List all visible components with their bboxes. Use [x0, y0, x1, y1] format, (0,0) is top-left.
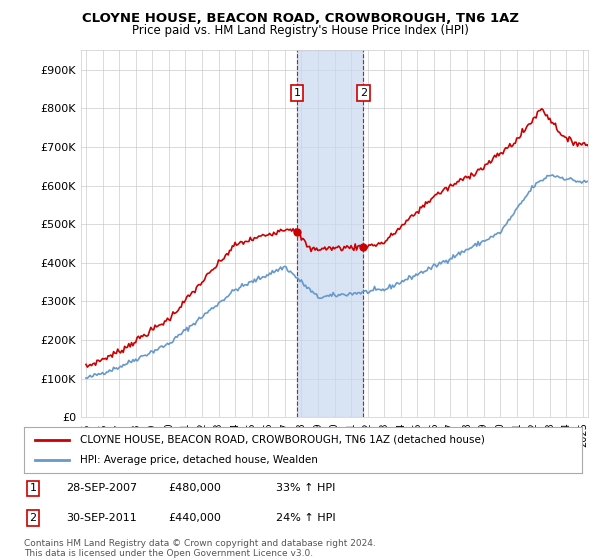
Text: 2: 2	[360, 88, 367, 98]
Text: £480,000: £480,000	[168, 483, 221, 493]
Text: CLOYNE HOUSE, BEACON ROAD, CROWBOROUGH, TN6 1AZ (detached house): CLOYNE HOUSE, BEACON ROAD, CROWBOROUGH, …	[80, 435, 485, 445]
Text: 1: 1	[29, 483, 37, 493]
Text: £440,000: £440,000	[168, 513, 221, 523]
Text: 1: 1	[294, 88, 301, 98]
Text: CLOYNE HOUSE, BEACON ROAD, CROWBOROUGH, TN6 1AZ: CLOYNE HOUSE, BEACON ROAD, CROWBOROUGH, …	[82, 12, 518, 25]
Text: 33% ↑ HPI: 33% ↑ HPI	[276, 483, 335, 493]
Text: Contains HM Land Registry data © Crown copyright and database right 2024.: Contains HM Land Registry data © Crown c…	[24, 539, 376, 548]
Text: 28-SEP-2007: 28-SEP-2007	[66, 483, 137, 493]
Text: 30-SEP-2011: 30-SEP-2011	[66, 513, 137, 523]
Text: HPI: Average price, detached house, Wealden: HPI: Average price, detached house, Weal…	[80, 455, 317, 465]
Text: 24% ↑ HPI: 24% ↑ HPI	[276, 513, 335, 523]
Text: This data is licensed under the Open Government Licence v3.0.: This data is licensed under the Open Gov…	[24, 549, 313, 558]
Bar	[297, 50, 364, 417]
Text: Price paid vs. HM Land Registry's House Price Index (HPI): Price paid vs. HM Land Registry's House …	[131, 24, 469, 36]
Text: 2: 2	[29, 513, 37, 523]
